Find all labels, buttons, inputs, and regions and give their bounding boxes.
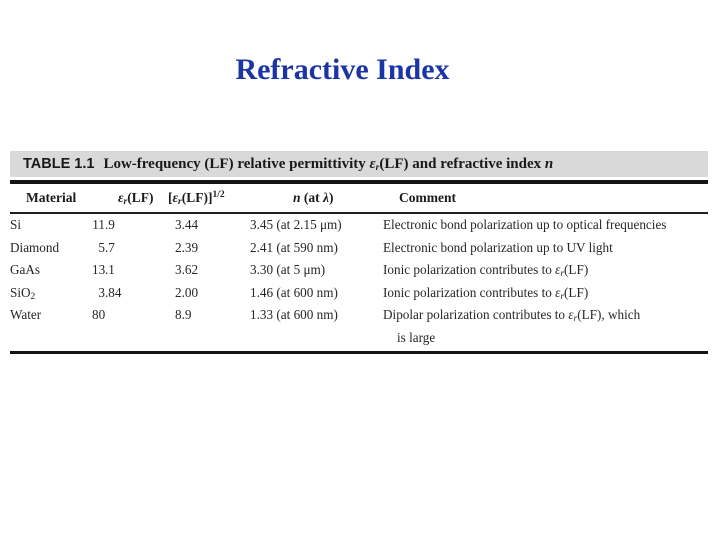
permittivity-cell: 5.7 bbox=[98, 239, 115, 255]
permittivity-cell: 13.1 bbox=[92, 262, 115, 278]
permittivity-cell: 3.84 bbox=[98, 284, 122, 300]
sqrt-cell: 8.9 bbox=[175, 307, 192, 323]
refractive-index-cell: 2.41 (at 590 nm) bbox=[250, 239, 338, 255]
sqrt-cell: 3.62 bbox=[175, 262, 199, 278]
refractive-index-cell: 1.46 (at 600 nm) bbox=[250, 284, 338, 300]
table-body: Si 11.9 3.44 3.45 (at 2.15 μm) Electroni… bbox=[10, 214, 708, 351]
header-rule bbox=[10, 212, 708, 214]
table-caption-text: Low-frequency (LF) relative permittivity… bbox=[103, 155, 554, 173]
comment-cell: Dipolar polarization contributes to εr(L… bbox=[383, 307, 641, 345]
header-sqrt-permittivity: [εr(LF)]1/2 bbox=[168, 189, 225, 207]
sqrt-cell: 2.39 bbox=[175, 239, 199, 255]
epsilon-symbol: ε bbox=[118, 189, 124, 205]
comment-cell: Ionic polarization contributes to εr(LF) bbox=[383, 284, 589, 302]
comment-cell: Ionic polarization contributes to εr(LF) bbox=[383, 262, 589, 280]
table-row: GaAs 13.1 3.62 3.30 (at 5 μm) Ionic pola… bbox=[10, 261, 708, 284]
refractive-index-cell: 3.45 (at 2.15 μm) bbox=[250, 217, 342, 232]
refractive-index-cell: 1.33 (at 600 nm) bbox=[250, 307, 338, 323]
material-cell: Si bbox=[10, 217, 21, 232]
comment-cell: Electronic bond polarization up to UV li… bbox=[383, 239, 613, 255]
table-row: SiO2 3.84 2.00 1.46 (at 600 nm) Ionic po… bbox=[10, 284, 708, 307]
table-caption-band: TABLE 1.1 Low-frequency (LF) relative pe… bbox=[10, 151, 708, 177]
table-row: Diamond 5.7 2.39 2.41 (at 590 nm) Electr… bbox=[10, 239, 708, 262]
table-caption-label: TABLE 1.1 bbox=[23, 156, 95, 172]
material-cell: Diamond bbox=[10, 239, 60, 255]
material-cell: Water bbox=[10, 307, 42, 323]
top-rule bbox=[10, 180, 708, 184]
material-cell: SiO2 bbox=[10, 284, 36, 302]
page-title: Refractive Index bbox=[235, 53, 450, 86]
material-cell: GaAs bbox=[10, 262, 41, 278]
table-row: Water 80 8.9 1.33 (at 600 nm) Dipolar po… bbox=[10, 306, 708, 347]
bottom-rule bbox=[10, 350, 708, 354]
epsilon-symbol: ε bbox=[369, 155, 376, 172]
header-material: Material bbox=[26, 190, 77, 205]
header-permittivity: εr(LF) bbox=[118, 189, 154, 207]
permittivity-cell: 11.9 bbox=[92, 217, 115, 232]
sqrt-cell: 3.44 bbox=[175, 217, 199, 232]
permittivity-cell: 80 bbox=[92, 307, 106, 323]
table-row: Si 11.9 3.44 3.45 (at 2.15 μm) Electroni… bbox=[10, 216, 708, 239]
table-header-row: Material εr(LF) [εr(LF)]1/2 n (at λ) Com… bbox=[10, 184, 708, 212]
lambda-symbol: λ bbox=[323, 190, 330, 205]
sqrt-cell: 2.00 bbox=[175, 284, 199, 300]
table-figure: TABLE 1.1 Low-frequency (LF) relative pe… bbox=[10, 151, 708, 354]
refractive-index-cell: 3.30 (at 5 μm) bbox=[250, 262, 326, 278]
comment-cell: Electronic bond polarization up to optic… bbox=[383, 217, 667, 232]
epsilon-symbol: ε bbox=[172, 189, 179, 205]
header-comment: Comment bbox=[399, 190, 456, 205]
header-refractive-index: n (at λ) bbox=[293, 190, 334, 205]
